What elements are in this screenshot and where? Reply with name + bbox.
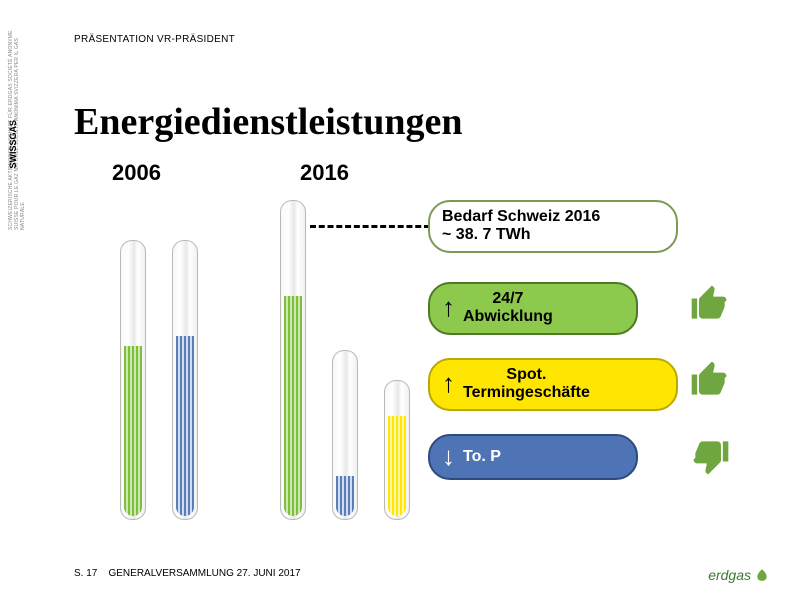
sidebar-brand: SWISSGAS [8,120,18,169]
page-title: Energiedienstleistungen [74,100,462,144]
thumbs-up-icon [688,358,732,402]
brand-footer-text: erdgas [708,567,751,583]
chart-tube [332,350,358,520]
arrow-down-icon: ↓ [442,442,455,472]
leaf-icon [755,568,769,582]
footer: S. 17 GENERALVERSAMMLUNG 27. JUNI 2017 [74,568,301,579]
thumbs-up-icon [688,282,732,326]
bubble-top: ↓ To. P [428,434,638,480]
bedarf-dash [310,225,430,228]
bubble-abwicklung: ↑ 24/7 Abwicklung [428,282,638,335]
arrow-up-icon: ↑ [442,369,455,399]
bubble-bedarf: Bedarf Schweiz 2016 ~ 38. 7 TWh [428,200,678,253]
breadcrumb: PRÄSENTATION VR-PRÄSIDENT [74,34,235,45]
abw-line2: Abwicklung [463,308,553,326]
footer-text: GENERALVERSAMMLUNG 27. JUNI 2017 [108,568,300,579]
bedarf-line1: Bedarf Schweiz 2016 [442,208,600,226]
tube-chart [90,170,450,520]
chart-tube [172,240,198,520]
brand-footer: erdgas [708,567,769,583]
page-number: S. 17 [74,568,97,579]
thumbs-down-icon [688,434,732,478]
bedarf-line2: ~ 38. 7 TWh [442,226,600,244]
arrow-up-icon: ↑ [442,293,455,323]
spot-line1: Spot. [463,366,590,384]
top-line1: To. P [463,448,501,466]
bubble-spot: ↑ Spot. Termingeschäfte [428,358,678,411]
chart-tube [120,240,146,520]
chart-tube [384,380,410,520]
chart-tube [280,200,306,520]
abw-line1: 24/7 [463,290,553,308]
spot-line2: Termingeschäfte [463,384,590,402]
